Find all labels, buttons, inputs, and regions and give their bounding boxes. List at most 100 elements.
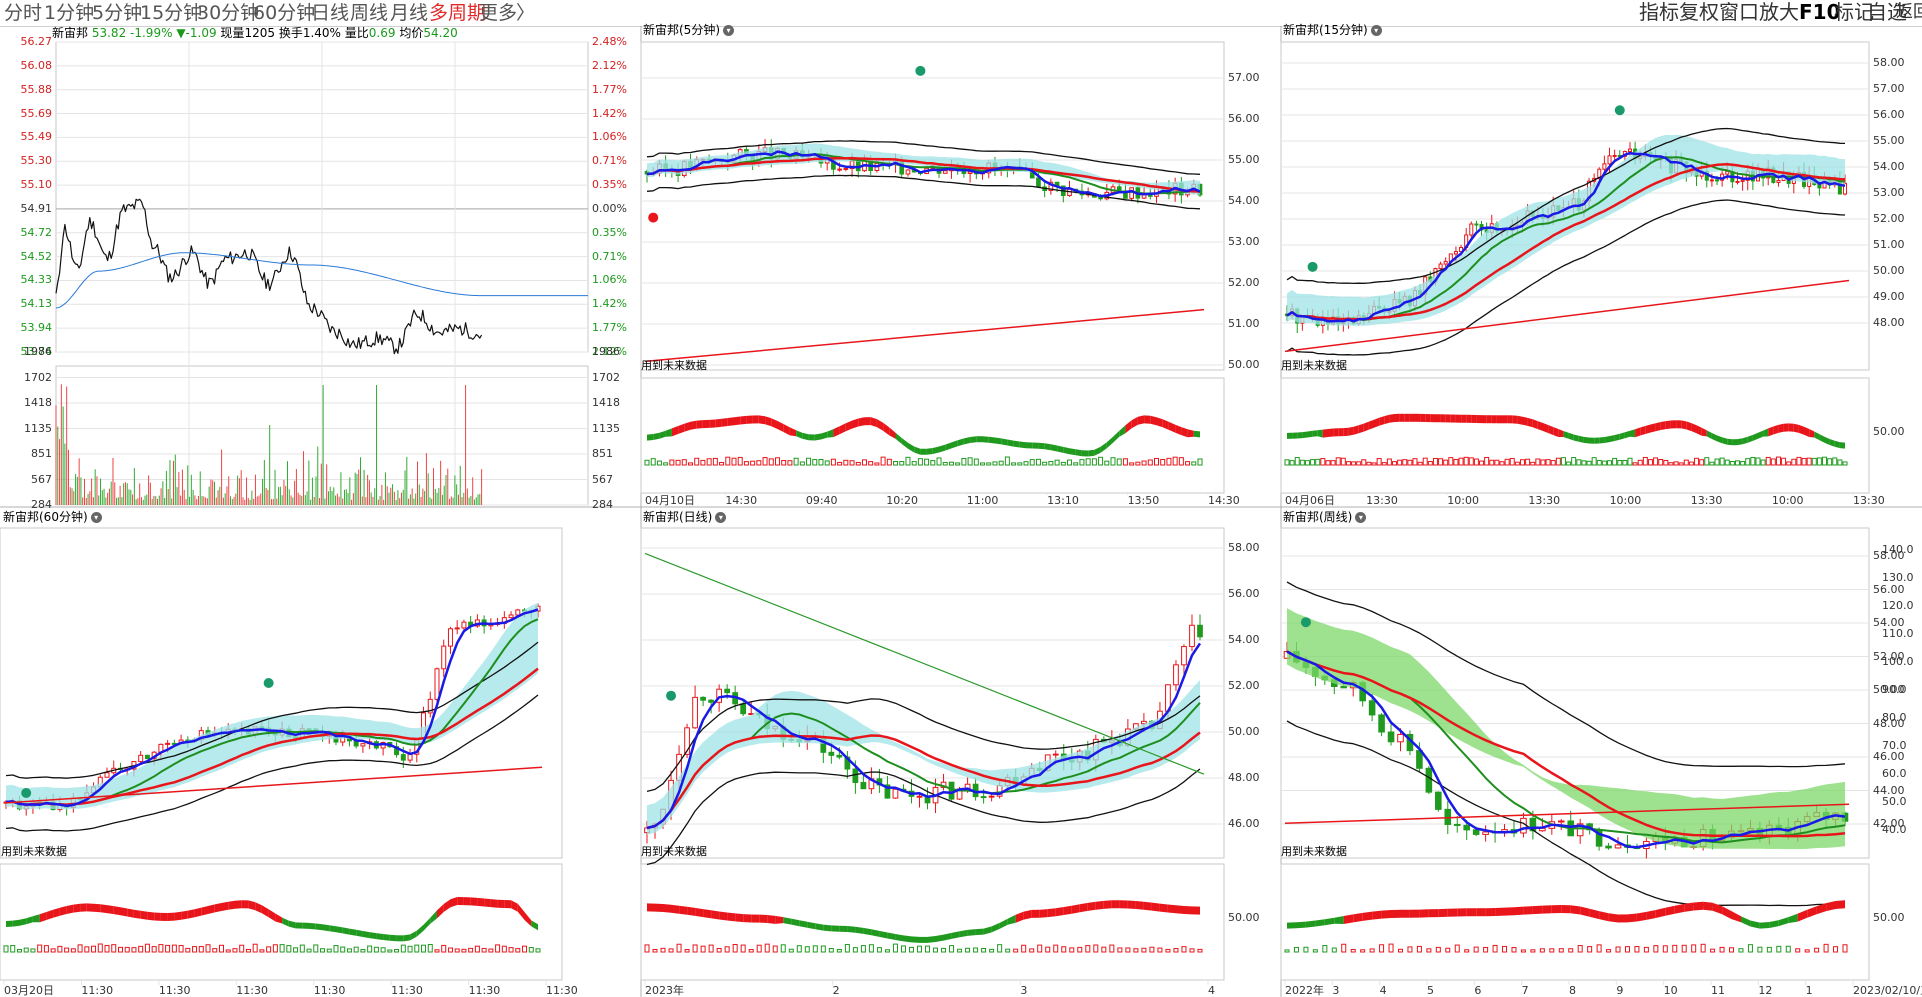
candle-body [165,742,171,745]
oscillator-segment [1752,432,1758,441]
oscillator-segment [93,903,101,913]
oscillator-segment [995,437,1002,445]
panel-title-5min[interactable]: 新宙邦(5分钟) ▾ [643,23,734,37]
x-tick-label: 2023年 [645,984,684,997]
bollinger-lower-line [1286,720,1846,907]
tab-5min[interactable]: 5分钟 [92,2,143,24]
tab-daily[interactable]: 日线 [311,2,350,24]
oscillator-segment [282,917,289,927]
y-tick-label: 54.00 [1228,633,1260,646]
back-button[interactable]: 返回 [1896,2,1922,22]
chevron-down-icon[interactable]: ▾ [723,25,734,36]
window-button[interactable]: 窗口 [1719,0,1759,24]
candle-body [1520,817,1527,834]
candle-body [1607,155,1612,165]
oscillator-segment [823,924,832,932]
oscillator-segment [1558,429,1564,437]
volume-stub [1540,459,1546,466]
favorite-button[interactable]: 自选 [1867,0,1907,24]
volume-stub [924,458,930,466]
volume-stub [1511,947,1517,953]
price-tick-label: 56.27 [20,35,53,48]
oscillator-segment [1374,417,1380,428]
tab-weekly[interactable]: 周线 [350,2,389,24]
volume-stub [225,949,231,953]
oscillator-segment [1081,450,1089,457]
candle-body [1098,196,1103,200]
volume-stub [1350,948,1356,953]
volume-stub [414,944,420,953]
volume-stub [812,459,818,466]
volume-stub [1294,457,1300,466]
tab-more[interactable]: 更多 [479,2,518,24]
volume-tick-label: 1702 [592,370,620,384]
volume-stub [692,944,698,953]
volume-stub [1615,946,1621,953]
candle-body [948,781,955,800]
f10-button[interactable]: F10 [1799,0,1841,24]
oscillator-segment [1391,909,1401,918]
oscillator-segment [1455,414,1462,423]
volume-stub [299,944,305,953]
change-percent: -1.99% [130,26,173,40]
volume-stub [1369,948,1375,953]
oscillator-segment [1015,911,1024,923]
panel-title-daily[interactable]: 新宙邦(日线) ▾ [643,510,727,524]
indicator-button[interactable]: 指标 [1639,0,1679,24]
pct-tick-label: 0.71% [592,154,627,168]
panel-title-weekly[interactable]: 新宙邦(周线) ▾ [1283,510,1367,524]
more-arrow-icon[interactable]: 〉 [516,2,536,24]
oscillator-segment [1712,902,1723,915]
oscillator-segment [1167,904,1176,914]
tab-1min[interactable]: 1分钟 [44,2,95,24]
volume-stub [1576,459,1582,466]
oscillator-segment [1839,442,1845,449]
volume-stub [861,459,867,466]
tab-multi-period[interactable]: 多周期 [429,2,487,24]
volume-stub [461,948,467,953]
panel-title-60min[interactable]: 新宙邦(60分钟) ▾ [3,510,102,524]
candle-body [1597,168,1602,179]
p5-main-frame [640,41,1225,371]
x-tick-label: 10:00 [1447,494,1479,507]
chevron-down-icon[interactable]: ▾ [715,512,727,523]
volume-stub [340,946,346,953]
restore-rights-button[interactable]: 复权 [1679,0,1719,24]
chevron-down-icon[interactable]: ▾ [1370,25,1382,36]
oscillator-segment [1087,901,1096,911]
candle-body [740,703,747,715]
oscillator-segment [261,905,269,918]
panel-title-15min[interactable]: 新宙邦(15分钟) ▾ [1283,23,1382,37]
tab-30min[interactable]: 30分钟 [197,2,260,24]
oscillator-segment [1614,433,1620,441]
volume-stub [1422,457,1428,466]
oscillator-segment [1750,920,1760,929]
volume-stub [1571,457,1577,466]
mark-button[interactable]: 标记 [1834,0,1874,24]
oscillator-segment [531,920,538,931]
volume-stub [1566,461,1572,466]
volume-stub [1366,461,1372,466]
volume-stub [185,947,191,953]
volume-stub [768,458,774,466]
oscillator-segment [1553,427,1559,437]
volume-stub [737,456,743,466]
volume-stub [876,947,882,953]
candle-body [892,788,899,799]
tab-15min[interactable]: 15分钟 [140,2,203,24]
chevron-down-icon[interactable]: ▾ [1355,512,1367,523]
volume-stub [1104,460,1110,466]
chevron-down-icon[interactable]: ▾ [90,512,102,523]
volume-stub [644,459,650,466]
volume-stub [266,946,272,953]
oscillator-segment [59,906,67,916]
tab-60min[interactable]: 60分钟 [253,2,316,24]
volume-stub [933,947,939,953]
volume-stub [1691,944,1697,953]
volume-stub [1417,461,1423,466]
tab-monthly[interactable]: 月线 [390,2,429,24]
zoom-button[interactable]: 放大 [1759,0,1799,24]
panel-title-5min-text: 新宙邦(5分钟) [643,23,720,37]
tab-timeshare[interactable]: 分时 [4,2,43,24]
oscillator-segment [1570,905,1581,915]
